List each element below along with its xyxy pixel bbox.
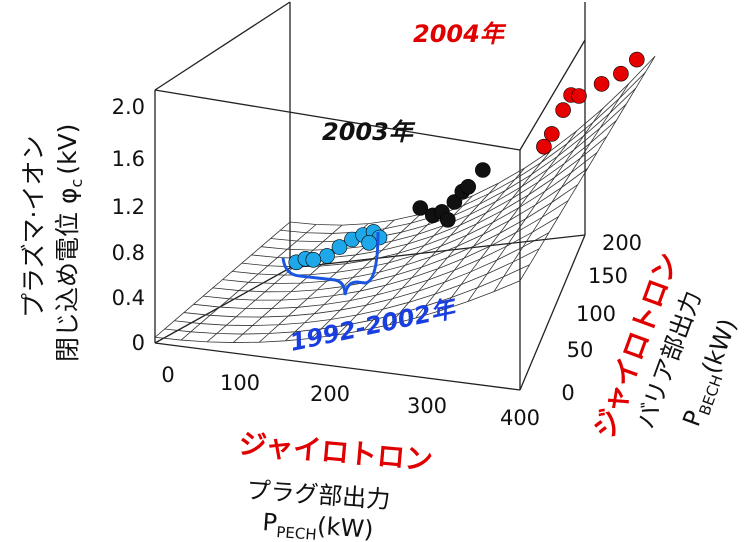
mesh-line-y <box>203 200 569 301</box>
z-axis-label: プラズマ·イオン <box>19 136 48 318</box>
annotation-2003: 2003年 <box>322 118 416 146</box>
mesh-line-y <box>193 216 559 309</box>
x-axis-label-symbol: PPECH(kW) <box>261 508 374 542</box>
y-tick: 0 <box>561 381 574 405</box>
z-label-subscript: c <box>67 179 86 188</box>
z-tick: 1.6 <box>112 147 145 171</box>
y-axis-ticks: 0 50 100 150 200 <box>561 231 642 405</box>
mesh-line-y <box>164 264 530 335</box>
data-points <box>288 51 645 271</box>
x-tick: 200 <box>310 382 350 406</box>
x-axis-ticks: 0 100 200 300 400 <box>161 363 540 430</box>
y-tick: 150 <box>588 264 628 288</box>
mesh-line-y <box>232 152 598 276</box>
mesh-line-y <box>183 232 550 318</box>
svg-text:閉じ込め電位φc(kV): 閉じ込め電位 φc (kV) <box>53 124 86 362</box>
data-point <box>460 179 477 195</box>
y-tick: 200 <box>602 231 642 255</box>
mesh-line-y <box>261 104 627 251</box>
data-point <box>543 126 560 142</box>
surface-mesh <box>154 55 656 343</box>
annotation-2004: 2004年 <box>413 20 507 48</box>
z-label-main: 閉じ込め電位 <box>53 212 82 362</box>
mesh-line-y <box>289 55 656 226</box>
z-label-symbol: φ <box>53 187 82 204</box>
data-point <box>628 51 645 68</box>
data-point <box>361 235 377 251</box>
data-point <box>613 65 629 82</box>
mesh-line-y <box>280 72 646 234</box>
x-axis-label-red: ジャイロトロン <box>237 427 434 477</box>
z-axis-label-2: 閉じ込め電位 φc (kV) <box>53 124 86 362</box>
z-tick: 0.8 <box>112 241 145 265</box>
z-label-unit: (kV) <box>53 124 82 175</box>
data-point <box>474 162 491 178</box>
mesh-line-y <box>174 248 540 326</box>
svg-text:プラズマ·イオン: プラズマ·イオン <box>19 136 48 318</box>
data-point <box>571 88 587 104</box>
z-axis-ticks: 0 0.4 0.8 1.2 1.6 2.0 <box>112 95 145 355</box>
mesh-line-y <box>154 280 521 343</box>
z-tick: 1.2 <box>112 195 145 219</box>
mesh-line-y <box>212 184 579 293</box>
x-tick: 0 <box>161 363 174 387</box>
z-tick: 0 <box>132 331 145 355</box>
data-point <box>439 212 456 228</box>
z-tick: 2.0 <box>112 95 145 119</box>
mesh-line-y <box>222 168 588 284</box>
z-tick: 0.4 <box>112 286 145 310</box>
bracket-1992-2002 <box>281 231 380 296</box>
data-point <box>319 248 335 264</box>
data-point <box>331 239 348 255</box>
data-point <box>593 76 610 92</box>
data-point <box>305 251 322 268</box>
y-tick: 100 <box>576 302 616 326</box>
data-point <box>555 102 571 118</box>
x-tick: 400 <box>500 406 540 430</box>
data-point <box>412 200 429 216</box>
data-point <box>536 138 552 155</box>
x-tick: 300 <box>407 394 447 418</box>
data-point <box>446 194 463 210</box>
y-tick: 50 <box>567 338 594 362</box>
x-tick: 100 <box>220 371 260 395</box>
